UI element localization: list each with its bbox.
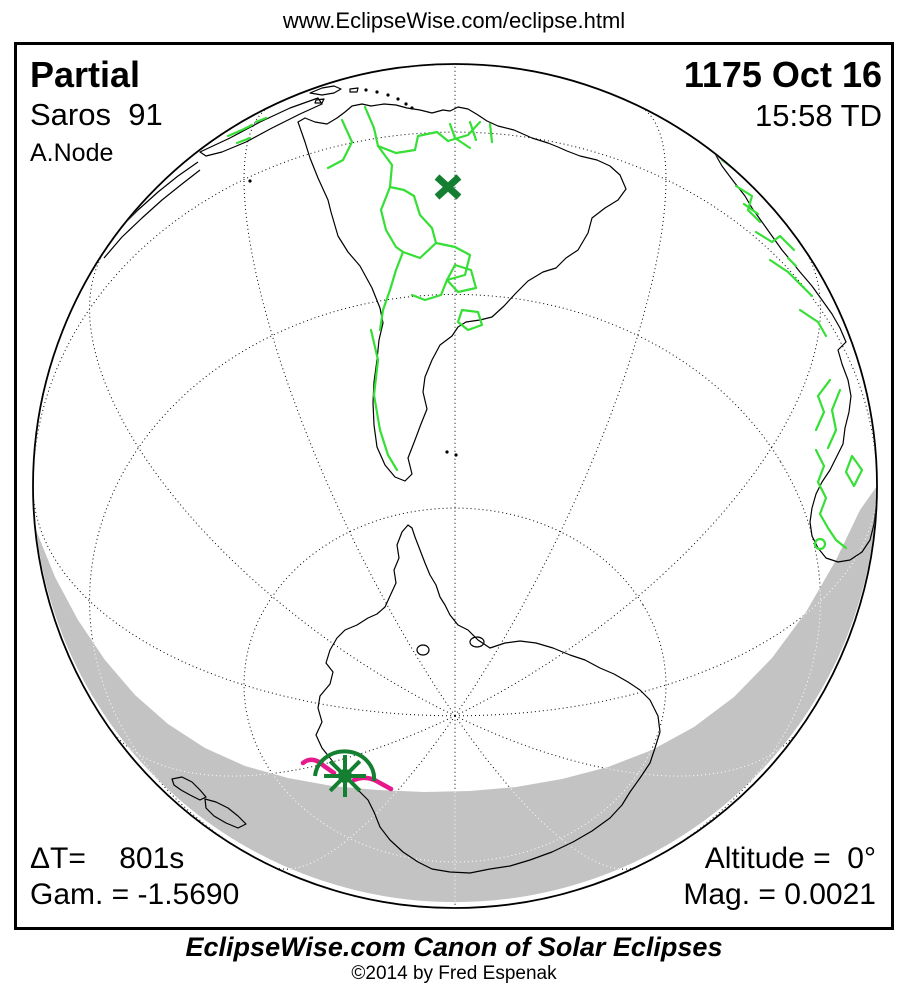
night-shading	[36, 486, 876, 903]
globe-contents	[34, 65, 876, 907]
subsolar-point-x-marker	[434, 174, 462, 200]
penumbra-asterisk	[324, 755, 366, 797]
gamma-label: Gam. = -1.5690	[30, 878, 240, 911]
canon-title: EclipseWise.com Canon of Solar Eclipses	[185, 932, 723, 962]
saros-series-label: Saros 91	[30, 97, 163, 132]
globe-limb-outline	[32, 63, 878, 909]
copyright-text: ©2014 by Fred Espenak	[351, 963, 557, 984]
node-label: A.Node	[30, 139, 114, 167]
greatest-eclipse-marker	[300, 749, 394, 797]
eclipse-type-label: Partial	[30, 54, 141, 95]
eclipse-date-label: 1175 Oct 16	[683, 54, 882, 95]
eclipse-time-label: 15:58 TD	[755, 98, 882, 133]
sunrise-sunset-curves	[300, 757, 394, 792]
altitude-label: Altitude = 0°	[704, 842, 876, 875]
delta-t-label: ΔT= 801s	[30, 842, 185, 875]
country-borders	[226, 85, 864, 551]
magnitude-label: Mag. = 0.0021	[683, 878, 876, 911]
source-url-text: www.EclipseWise.com/eclipse.html	[282, 8, 626, 33]
